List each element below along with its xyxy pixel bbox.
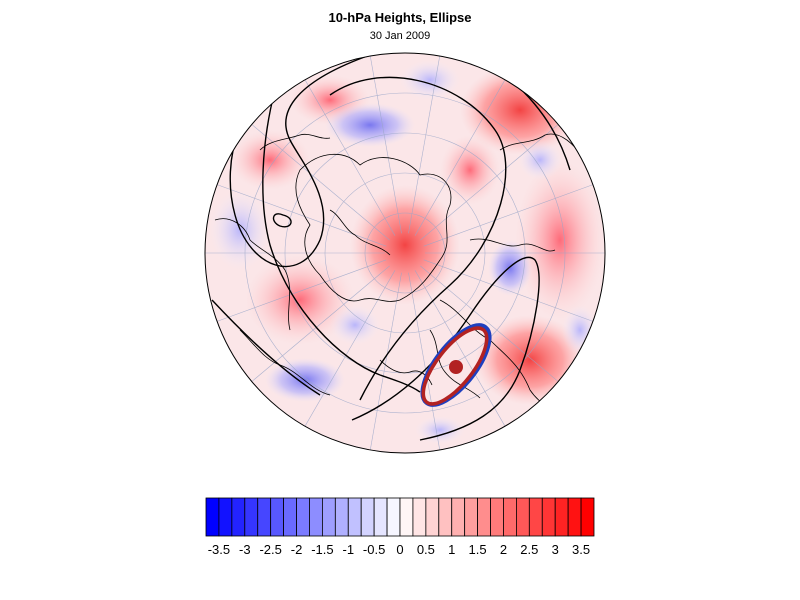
height-contours (211, 54, 571, 441)
colorbar-swatch (477, 497, 491, 537)
colorbar-swatch (270, 497, 284, 537)
colorbar-swatch (334, 497, 349, 537)
colorbar-tick-label: 3 (552, 542, 559, 557)
colorbar-tick-label: 1 (448, 542, 455, 557)
colorbar-swatch (218, 497, 233, 537)
colorbar-swatch (490, 497, 504, 537)
colorbar-tick-label: 2.5 (520, 542, 538, 557)
colorbar-swatch (205, 497, 220, 537)
colorbar-swatch (516, 497, 530, 537)
colorbar-swatch (451, 497, 466, 537)
colorbar-swatch (360, 497, 375, 537)
colorbar-swatch (373, 497, 388, 537)
colorbar-swatch (399, 497, 414, 537)
vortex-ellipse (420, 323, 492, 407)
colorbar-swatch (567, 497, 582, 537)
graticule (205, 53, 605, 453)
colorbar-swatch (386, 497, 401, 537)
colorbar-tick-label: -1 (342, 542, 354, 557)
colorbar-tick-label: -2 (291, 542, 303, 557)
colorbar-swatch (347, 497, 362, 537)
colorbar-swatch (464, 497, 478, 537)
ellipse-center-marker (449, 360, 463, 374)
colorbar-tick-label: -2.5 (259, 542, 281, 557)
colorbar-swatch (321, 497, 336, 537)
colorbar-swatch (412, 497, 427, 537)
colorbar-tick-label: 0 (396, 542, 403, 557)
colorbar-swatch (257, 497, 272, 537)
colorbar-swatch (503, 497, 517, 537)
colorbar-tick-label: -3.5 (208, 542, 230, 557)
colorbar-tick-label: 1.5 (469, 542, 487, 557)
globe-outline (204, 52, 606, 454)
colorbar-swatch (231, 497, 246, 537)
colorbar-tick-label: 2 (500, 542, 507, 557)
colorbar-swatch (528, 497, 543, 537)
colorbar-tick-labels: -3.5 -3 -2.5 -2 -1.5 -1 -0.5 0 0.5 1 1.5 2 2.5 3 3.5 (208, 542, 590, 557)
map-date: 30 Jan 2009 (369, 30, 431, 42)
colorbar-tick-label: -1.5 (311, 542, 333, 557)
colorbar-swatches (205, 497, 595, 537)
colorbar-swatch (554, 497, 569, 537)
colorbar-tick-label: -0.5 (363, 542, 385, 557)
colorbar-tick-label: 3.5 (572, 542, 590, 557)
colorbar-swatch (309, 497, 323, 537)
colorbar-swatch (580, 497, 595, 537)
colorbar-swatch (283, 497, 297, 537)
map-title: 10-hPa Heights, Ellipse (328, 10, 472, 25)
colorbar-swatch (438, 497, 453, 537)
colorbar-swatch (296, 497, 310, 537)
colorbar-swatch (541, 497, 556, 537)
colorbar-swatch (244, 497, 259, 537)
shaded-field (205, 53, 605, 453)
colorbar-swatch (425, 497, 440, 537)
colorbar-tick-label: 0.5 (417, 542, 435, 557)
colorbar-tick-label: -3 (239, 542, 251, 557)
